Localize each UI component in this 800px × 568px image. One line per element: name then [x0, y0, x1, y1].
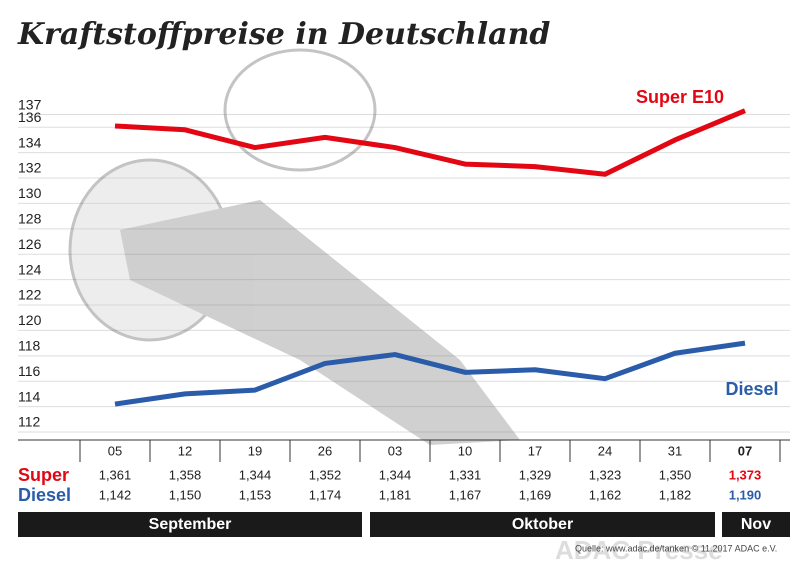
value-label: 1,150 — [169, 487, 202, 502]
x-tick-label: 03 — [388, 443, 402, 458]
x-tick-label: 17 — [528, 443, 542, 458]
series-line — [114, 108, 746, 177]
value-label: 1,358 — [169, 467, 202, 482]
value-label: 1,142 — [99, 487, 132, 502]
row-label: Super — [18, 465, 69, 485]
row-label: Diesel — [18, 485, 71, 505]
series-line — [114, 340, 746, 407]
x-tick-label: 26 — [318, 443, 332, 458]
series-label: Super E10 — [636, 87, 724, 107]
value-label: 1,169 — [519, 487, 552, 502]
month-bar — [18, 512, 362, 537]
value-label: 1,182 — [659, 487, 692, 502]
value-label: 1,190 — [729, 487, 762, 502]
y-tick-label: 118 — [18, 338, 41, 354]
x-tick-label: 24 — [598, 443, 612, 458]
month-bar — [370, 512, 715, 537]
y-tick-label: 114 — [18, 388, 41, 404]
value-label: 1,329 — [519, 467, 552, 482]
y-tick-label: 126 — [18, 236, 42, 252]
y-tick-label: 134 — [18, 134, 42, 150]
fuel-cap — [223, 48, 377, 172]
month-label: Oktober — [512, 516, 573, 533]
x-tick-label: 10 — [458, 443, 472, 458]
y-tick-label: 112 — [18, 414, 41, 430]
month-label: September — [149, 516, 232, 533]
y-tick-label: 122 — [18, 287, 42, 303]
value-label: 1,350 — [659, 467, 692, 482]
value-label: 1,344 — [239, 467, 272, 482]
y-tick-label: 137 — [18, 96, 42, 112]
month-label: Nov — [741, 516, 771, 533]
value-label: 1,174 — [309, 487, 342, 502]
nozzle — [120, 200, 520, 445]
value-label: 1,181 — [379, 487, 412, 502]
month-bar — [722, 512, 790, 537]
y-tick-label: 128 — [18, 211, 42, 227]
value-label: 1,352 — [309, 467, 342, 482]
chart-title: Kraftstoffpreise in Deutschland — [17, 17, 550, 52]
source: Quelle: www.adac.de/tanken © 11.2017 ADA… — [575, 543, 777, 553]
y-tick-label: 124 — [18, 261, 42, 277]
value-label: 1,361 — [99, 467, 132, 482]
pump-illustration — [68, 48, 520, 445]
y-tick-label: 136 — [18, 109, 42, 125]
x-tick-label: 31 — [668, 443, 682, 458]
x-tick-label: 19 — [248, 443, 262, 458]
value-label: 1,323 — [589, 467, 622, 482]
value-label: 1,153 — [239, 487, 272, 502]
x-tick-label: 07 — [738, 443, 752, 458]
watermark: ADAC Presse — [555, 535, 723, 565]
y-tick-label: 120 — [18, 312, 42, 328]
x-tick-label: 05 — [108, 443, 122, 458]
y-tick-label: 130 — [18, 185, 42, 201]
y-tick-label: 132 — [18, 160, 42, 176]
value-label: 1,167 — [449, 487, 482, 502]
value-label: 1,331 — [449, 467, 482, 482]
value-label: 1,162 — [589, 487, 622, 502]
x-tick-label: 12 — [178, 443, 192, 458]
y-tick-label: 116 — [18, 363, 41, 379]
tank-opening — [68, 158, 232, 342]
value-label: 1,344 — [379, 467, 412, 482]
value-label: 1,373 — [729, 467, 762, 482]
series-label: Diesel — [725, 379, 778, 399]
